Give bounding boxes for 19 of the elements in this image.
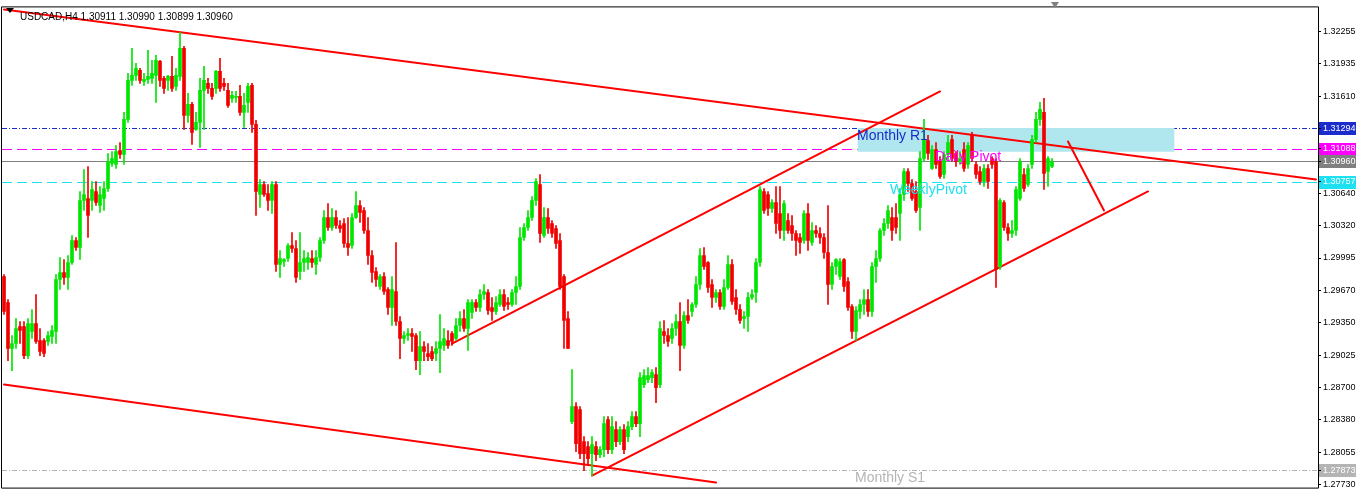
- y-tick-label: 1.32255: [1323, 26, 1356, 37]
- y-tick-label: 1.28055: [1323, 446, 1356, 457]
- y-tick-label: 1.28380: [1323, 414, 1356, 425]
- y-tick-label: 1.30960: [1323, 155, 1356, 166]
- y-tick-label: 1.27730: [1323, 479, 1356, 490]
- y-tick-label: 1.30320: [1323, 219, 1356, 230]
- y-tick-label: 1.29670: [1323, 285, 1356, 295]
- y-tick-label: 1.31610: [1323, 90, 1356, 101]
- y-tick-label: 1.27873: [1323, 464, 1356, 475]
- y-tick-label: 1.31088: [1323, 143, 1356, 154]
- y-tick-label: 1.30757: [1323, 176, 1356, 187]
- y-tick-label: 1.29995: [1323, 252, 1356, 263]
- y-tick-label: 1.31935: [1323, 58, 1356, 69]
- y-tick-label: 1.29350: [1323, 317, 1356, 328]
- y-tick-label: 1.30640: [1323, 187, 1356, 198]
- y-tick-label: 1.31294: [1323, 122, 1356, 133]
- ref-line-label: Monthly S1: [855, 469, 926, 486]
- y-tick-label: 1.29025: [1323, 349, 1356, 360]
- y-tick-label: 1.28700: [1323, 382, 1356, 393]
